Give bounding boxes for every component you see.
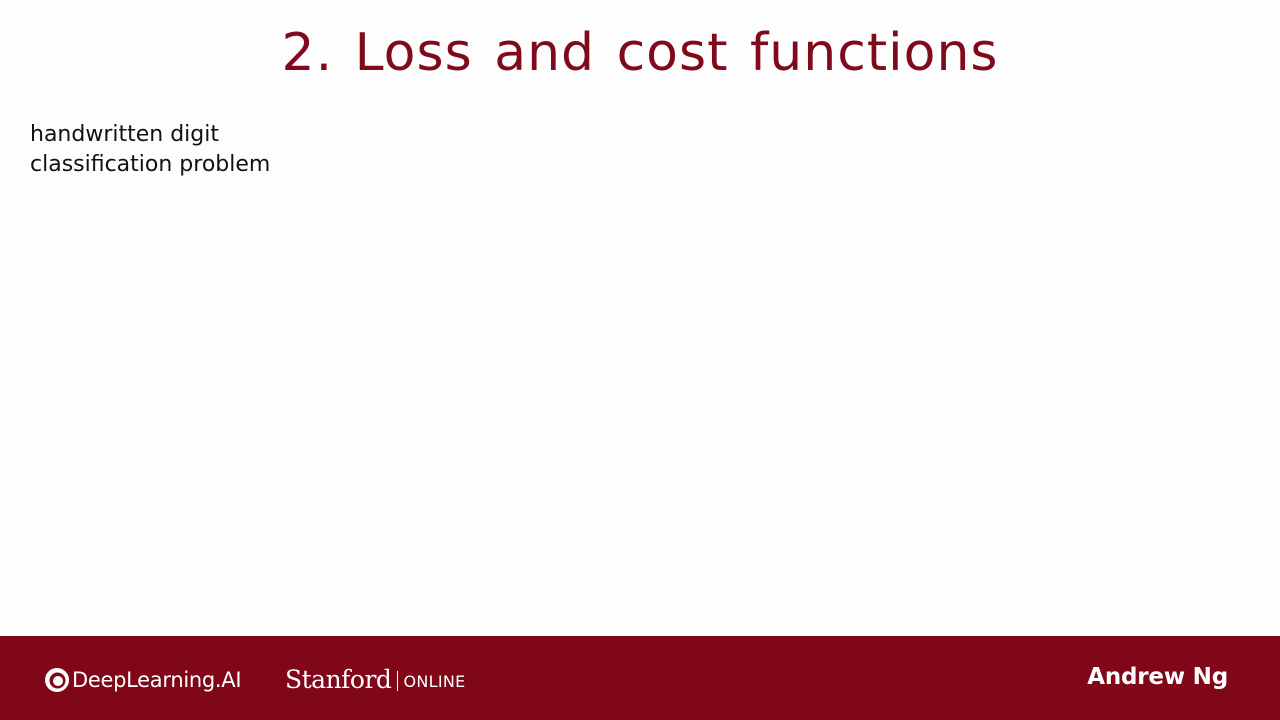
logo-divider bbox=[397, 671, 399, 691]
slide-footer bbox=[0, 636, 1280, 720]
deeplearning-ai-logo-icon bbox=[45, 668, 69, 692]
deeplearning-ai-logo: DeepLearning.AI bbox=[44, 665, 242, 695]
body-line: handwritten digit bbox=[30, 122, 219, 147]
deeplearning-ai-logo-text: DeepLearning.AI bbox=[72, 668, 242, 692]
slide-body-text: handwritten digit classification problem bbox=[30, 120, 430, 180]
body-line: classification problem bbox=[30, 152, 271, 177]
author-name: Andrew Ng bbox=[1087, 664, 1228, 690]
online-logo-text: ONLINE bbox=[403, 672, 466, 691]
stanford-logo-text: Stanford bbox=[285, 664, 392, 694]
stanford-online-logo: Stanford ONLINE bbox=[285, 660, 466, 698]
slide-title: 2. Loss and cost functions bbox=[281, 23, 999, 83]
